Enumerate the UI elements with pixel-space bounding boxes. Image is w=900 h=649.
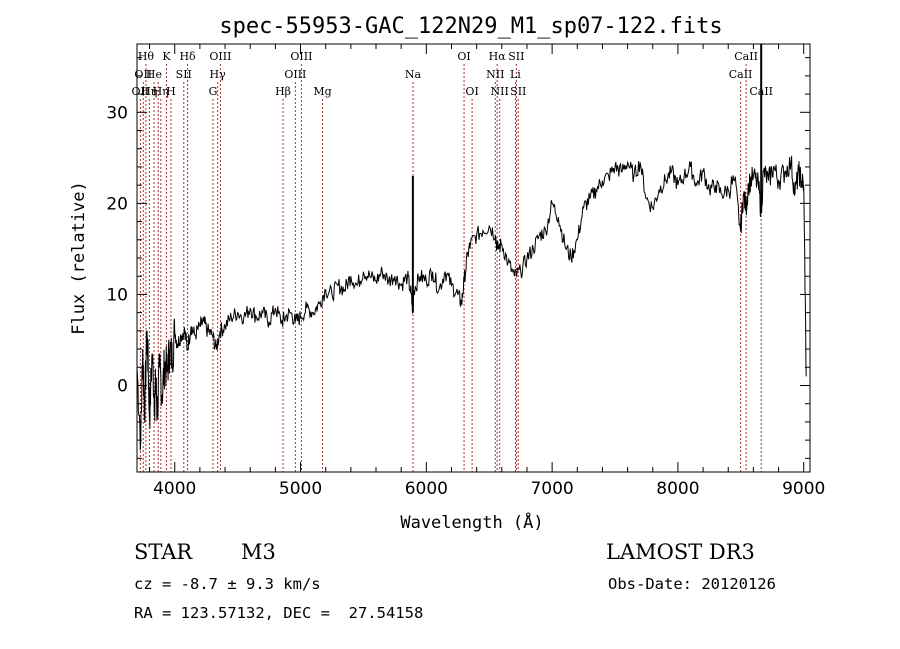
line-label-11: G	[209, 85, 218, 98]
y-axis-ticks: 0 10 20 30	[106, 57, 810, 459]
x-tick-label-8000: 8000	[656, 479, 699, 499]
line-label-9: SII	[176, 68, 192, 81]
line-label-4: He	[146, 68, 162, 81]
line-label-10: Hδ	[179, 50, 196, 63]
object-class: STAR	[134, 540, 193, 564]
line-label-26: SII	[510, 85, 526, 98]
y-tick-label-30: 30	[106, 103, 128, 123]
axes	[136, 43, 811, 473]
line-label-17: Mg	[313, 85, 331, 98]
redshift-text: cz = -8.7 ± 9.3 km/s	[134, 575, 321, 593]
spectrum-series	[136, 44, 807, 451]
spectral-line-markers	[139, 64, 762, 472]
line-label-6: Hη	[153, 85, 169, 98]
line-label-24: Li	[510, 68, 521, 81]
y-tick-label-10: 10	[106, 285, 128, 305]
survey-label: LAMOST DR3	[606, 540, 755, 564]
line-label-28: CaII	[734, 50, 758, 63]
x-tick-label-5000: 5000	[279, 479, 322, 499]
line-label-13: OIII	[209, 50, 231, 63]
x-axis-ticks: 4000 5000 6000 7000 8000 9000	[149, 44, 825, 499]
line-label-20: OI	[465, 85, 478, 98]
y-axis-label: Flux (relative)	[69, 181, 89, 335]
x-tick-label-7000: 7000	[530, 479, 573, 499]
chart-title: spec-55953-GAC_122N29_M1_sp07-122.fits	[219, 14, 722, 39]
line-label-18: Na	[405, 68, 422, 81]
line-label-22: Hα	[489, 50, 507, 63]
line-label-12: Hγ	[210, 68, 227, 81]
y-tick-label-20: 20	[106, 194, 128, 214]
line-label-3: Hη	[141, 85, 157, 98]
line-label-25: SII	[508, 50, 524, 63]
spectral-line-labels: OIIOIIHθHηHeHηKHSIIHδGHγOIIIHβOIIIOIIIMg…	[132, 50, 773, 98]
x-tick-label-9000: 9000	[782, 479, 825, 499]
spectrum-line	[136, 155, 807, 451]
line-label-21: NII	[486, 68, 504, 81]
line-label-23: NII	[491, 85, 509, 98]
line-label-7: K	[162, 50, 171, 63]
x-tick-label-6000: 6000	[405, 479, 448, 499]
line-label-14: Hβ	[275, 85, 291, 98]
plot-frame	[136, 43, 811, 473]
obs-date-text: Obs-Date: 20120126	[608, 575, 776, 593]
line-label-19: OI	[457, 50, 470, 63]
y-tick-label-0: 0	[117, 376, 128, 396]
x-axis-label: Wavelength (Å)	[400, 511, 543, 533]
line-label-1: OII	[134, 68, 152, 81]
line-label-2: Hθ	[138, 50, 155, 63]
line-label-16: OIII	[290, 50, 312, 63]
line-label-0: OII	[132, 85, 150, 98]
coordinates-text: RA = 123.57132, DEC = 27.54158	[134, 604, 424, 622]
line-label-27: CaII	[729, 68, 753, 81]
line-label-15: OIII	[284, 68, 306, 81]
line-label-8: H	[166, 85, 176, 98]
x-tick-label-4000: 4000	[153, 479, 196, 499]
object-subclass: M3	[241, 540, 276, 564]
